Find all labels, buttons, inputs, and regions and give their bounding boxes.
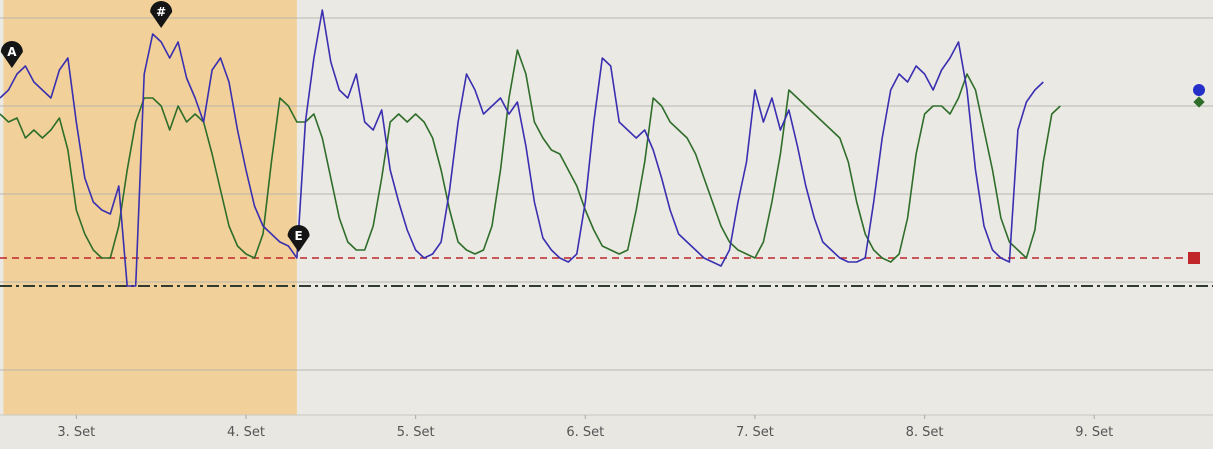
event-marker-hash[interactable]: #: [150, 1, 173, 29]
x-axis-ticks: 3. Set 4. Set 5. Set 6. Set 7. Set 8. Set 9. S…: [57, 415, 1113, 440]
threshold-end-square: [1188, 252, 1200, 264]
marker-label: #: [156, 5, 166, 19]
end-markers: [1188, 84, 1205, 264]
marker-label: E: [294, 229, 302, 243]
green-end-diamond: [1193, 96, 1205, 108]
series-blue-line[interactable]: [0, 9, 1044, 287]
grid-lines: [0, 17, 1213, 371]
marker-pin: [287, 225, 310, 252]
x-tick-label: 6. Set: [566, 425, 604, 440]
marker-pin: [150, 1, 173, 29]
x-tick-label: 3. Set: [57, 425, 95, 440]
event-markers: A # E: [0, 1, 310, 252]
series-group: [0, 9, 1061, 287]
marker-pin: [0, 41, 23, 68]
selected-range-highlight[interactable]: [3, 0, 297, 415]
x-tick-label: 8. Set: [906, 425, 944, 440]
event-marker-e[interactable]: E: [287, 225, 310, 252]
event-marker-a[interactable]: A: [0, 41, 23, 68]
x-tick-label: 4. Set: [227, 425, 265, 440]
series-green-line[interactable]: [0, 49, 1061, 263]
x-tick-label: 9. Set: [1075, 425, 1113, 440]
marker-label: A: [7, 45, 17, 59]
x-tick-label: 7. Set: [736, 425, 774, 440]
blue-end-dot: [1193, 84, 1205, 96]
x-tick-label: 5. Set: [397, 425, 435, 440]
